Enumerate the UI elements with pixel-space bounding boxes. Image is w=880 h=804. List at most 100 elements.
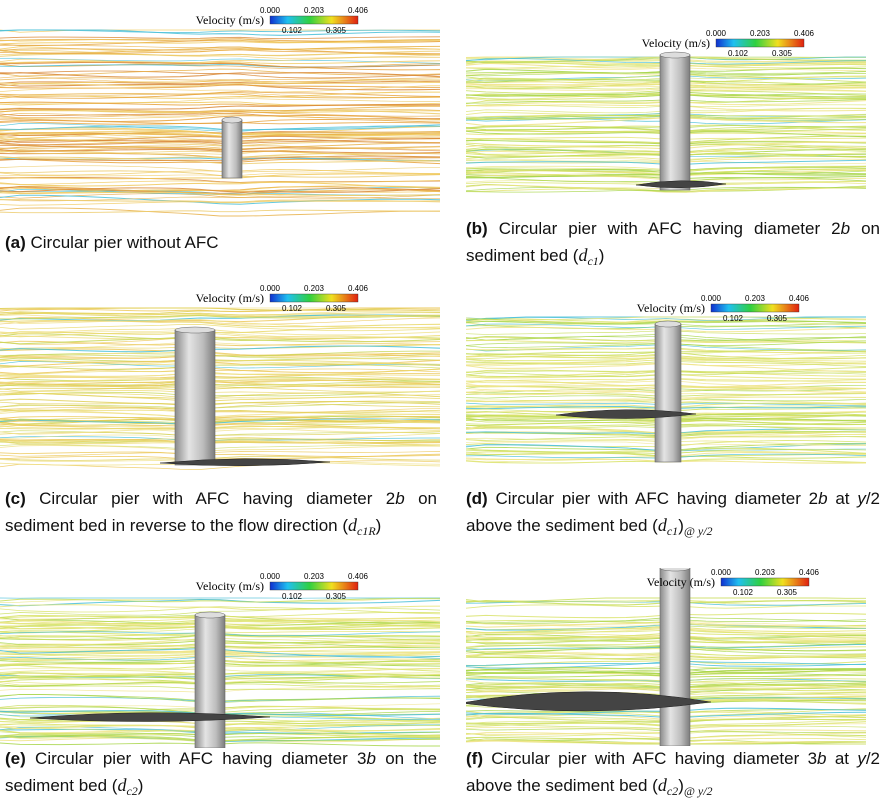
caption-text: Circular pier without AFC [25,233,219,252]
pier-top [174,326,216,334]
streamline [0,331,440,339]
caption-text: Circular pier with AFC having diameter 3 [482,749,818,768]
panel-label: (b) [466,219,488,238]
streamline [0,416,440,421]
colorbar-label: 0.305 [772,49,793,58]
caption-text: y [857,489,866,508]
streamline [0,93,440,99]
colorbar [720,577,810,587]
streamline [0,103,440,111]
streamline [0,194,440,205]
caption-text: b [366,749,376,768]
pier-top [654,320,682,328]
colorbar-label: 0.102 [723,314,744,323]
streamline [0,319,440,328]
caption-text: on sediment bed ( [466,219,880,265]
streamline [0,315,440,320]
streamline [0,156,440,165]
flow-image: Velocity (m/s)0.000 0.203 0.406 0.102 0.305 [466,294,867,464]
caption-text: b [395,489,405,508]
streamline [0,45,440,51]
streamline [0,444,440,450]
caption-text: d [657,775,667,795]
colorbar-label: 0.102 [282,304,303,313]
streamline [0,407,440,413]
streamline [0,114,440,121]
colorbar [269,293,359,303]
panel-label: (a) [5,233,26,252]
streamline [0,57,440,64]
streamline [0,456,440,461]
streamline [0,598,440,607]
streamline [0,71,440,78]
streamline [0,453,440,460]
colorbar-label: 0.305 [777,588,798,597]
colorbar-label: 0.102 [282,26,303,35]
streamline [0,141,440,149]
streamline [0,80,440,85]
streamline [0,79,440,87]
pier-top [659,51,691,59]
colorbar-label: 0.203 [304,6,325,15]
streamline [0,604,440,611]
caption-text: b [818,489,828,508]
streamline [0,147,440,155]
streamline [0,119,440,125]
streamline [0,359,440,367]
streamline [0,61,440,68]
colorbar-label: 0.102 [728,49,749,58]
caption-text: c1 [666,524,679,538]
streamline [0,92,440,98]
streamline [0,373,440,380]
streamline [0,426,440,430]
streamline [0,77,440,83]
streamline [0,363,440,370]
streamline [0,421,440,429]
streamline [0,319,440,329]
streamline [0,598,440,603]
streamline [0,29,440,36]
streamline [0,68,440,77]
caption-text: b [840,219,851,238]
panel-label: (e) [5,749,26,768]
pier-top [194,611,226,619]
colorbar-label: 0.000 [260,572,281,581]
streamline [466,316,867,321]
streamline [0,119,440,125]
streamline [0,132,440,138]
streamline [0,340,440,347]
pier [654,323,682,463]
streamline [0,169,440,176]
streamline [0,427,440,435]
legend-title: Velocity (m/s) [642,36,710,50]
caption: (a) Circular pier without AFC [5,230,437,256]
caption-text: ) [678,516,684,535]
caption-text: @ y/2 [683,784,713,798]
caption-text: d [657,515,667,535]
flow-image: Velocity (m/s)0.000 0.203 0.406 0.102 0.305 [466,29,867,193]
streamline [0,407,440,414]
caption-text: ) [678,776,684,795]
streamline [0,158,440,165]
flow-image: Velocity (m/s)0.000 0.203 0.406 0.102 0.305 [0,284,440,470]
streamline [0,145,440,152]
caption-text: at [827,489,858,508]
caption-text: b [817,749,827,768]
caption: (e) Circular pier with AFC having diamet… [5,746,437,804]
streamline [466,318,867,324]
streamline [0,38,440,43]
streamline [0,61,440,69]
colorbar-label: 0.203 [745,294,766,303]
flow-image: Velocity (m/s)0.000 0.203 0.406 0.102 0.305 [466,568,867,746]
streamline [0,199,440,203]
colorbar-label: 0.406 [348,284,369,293]
streamline [0,177,440,183]
caption-text: c1R [357,524,376,538]
legend-title: Velocity (m/s) [196,13,264,27]
streamline [0,139,440,146]
streamline [0,307,440,313]
streamline [0,379,440,387]
caption-text: ) [137,776,144,795]
colorbar-label: 0.203 [750,29,771,38]
